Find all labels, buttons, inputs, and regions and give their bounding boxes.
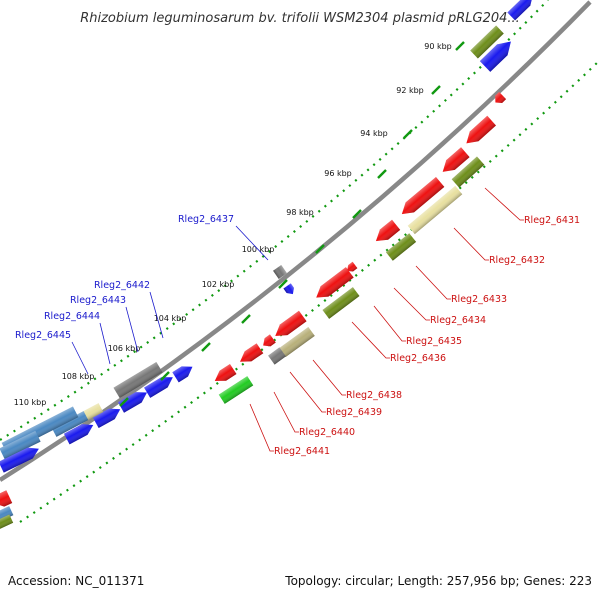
reverse-cds-arrow <box>316 267 354 298</box>
tick-label: 108 kbp <box>62 372 95 381</box>
gene-leader-line <box>71 341 89 375</box>
tick-mark <box>160 371 170 381</box>
gene-label[interactable]: Rleg2_6435 <box>406 336 462 347</box>
gene-label[interactable]: Rleg2_6445 <box>15 330 71 341</box>
gene-leader-line <box>393 287 430 321</box>
tick-mark <box>201 342 211 352</box>
gene-leader-line <box>273 391 299 433</box>
forward-cds-arrow <box>0 447 39 473</box>
tick-label: 110 kbp <box>14 398 47 407</box>
gene-leader-line <box>373 305 406 342</box>
tick-label: 94 kbp <box>360 129 388 138</box>
tick-label: 98 kbp <box>286 208 314 217</box>
tick-label: 106 kbp <box>108 344 141 353</box>
tick-mark <box>455 41 465 51</box>
tick-mark <box>352 209 362 219</box>
gene-label[interactable]: Rleg2_6443 <box>70 295 126 306</box>
gene-label[interactable]: Rleg2_6433 <box>451 294 507 305</box>
olive-feature <box>470 25 504 59</box>
inner-dotted-ring <box>19 59 600 523</box>
gene-label[interactable]: Rleg2_6441 <box>274 446 330 457</box>
gene-label[interactable]: Rleg2_6436 <box>390 353 446 364</box>
grey-feature <box>273 265 287 279</box>
tick-label: 102 kbp <box>202 280 235 289</box>
gene-leader-line <box>351 321 390 359</box>
gene-leader-line <box>312 359 346 396</box>
reverse-cds-arrow <box>375 219 401 242</box>
gene-label[interactable]: Rleg2_6439 <box>326 407 382 418</box>
accession-text: Accession: NC_011371 <box>8 574 144 588</box>
gene-label[interactable]: Rleg2_6431 <box>524 215 580 226</box>
forward-cds-arrow <box>172 366 193 383</box>
steel-feature <box>0 430 41 460</box>
reverse-cds-arrow <box>347 261 358 272</box>
reverse-cds-arrow <box>442 147 470 172</box>
gene-leader-line <box>415 265 451 300</box>
tick-mark <box>241 314 251 324</box>
forward-cds-arrow <box>283 283 294 295</box>
gene-label[interactable]: Rleg2_6432 <box>489 255 545 266</box>
steel-feature <box>51 411 89 437</box>
tick-label: 104 kbp <box>154 314 187 323</box>
forward-cds-arrow <box>63 424 94 445</box>
tick-label: 92 kbp <box>396 86 424 95</box>
reverse-cds-arrow <box>263 334 276 347</box>
forward-cds-arrow <box>92 408 121 429</box>
gene-label[interactable]: Rleg2_6444 <box>44 311 100 322</box>
gene-label[interactable]: Rleg2_6438 <box>346 390 402 401</box>
tick-mark <box>403 129 413 139</box>
reverse-cds-arrow <box>466 115 496 144</box>
map-title: Rhizobium leguminosarum bv. trifolii WSM… <box>80 11 520 26</box>
genome-summary-text: Topology: circular; Length: 257,956 bp; … <box>284 574 592 588</box>
grey-feature <box>113 361 163 399</box>
gene-label[interactable]: Rleg2_6442 <box>94 280 150 291</box>
gene-leader-line <box>453 227 489 261</box>
grey-feature <box>268 347 286 365</box>
genome-backbone <box>0 0 592 482</box>
gene-leader-line <box>99 322 111 365</box>
forward-cds-arrow <box>479 41 511 72</box>
tan-feature <box>279 326 315 358</box>
tick-mark <box>315 244 325 254</box>
gene-label[interactable]: Rleg2_6437 <box>178 214 234 225</box>
olive-feature <box>451 156 485 188</box>
tick-mark <box>278 279 288 289</box>
reverse-cds-arrow <box>240 343 264 362</box>
gene-leader-line <box>249 403 274 452</box>
gene-leader-line <box>289 371 326 413</box>
tick-label: 96 kbp <box>324 169 352 178</box>
reverse-cds-arrow <box>0 490 13 507</box>
gene-leader-line <box>484 187 524 221</box>
reverse-cds-arrow <box>495 91 507 103</box>
forward-cds-arrow <box>144 377 173 398</box>
reverse-cds-arrow <box>275 310 307 336</box>
olive-feature <box>322 287 360 319</box>
reverse-cds-arrow <box>214 363 237 381</box>
olive-feature <box>0 514 14 530</box>
gene-label[interactable]: Rleg2_6440 <box>299 427 355 438</box>
khaki-feature <box>407 185 463 235</box>
olive-feature <box>385 233 417 261</box>
green-feature <box>218 376 254 404</box>
reverse-cds-arrow <box>401 176 445 215</box>
gene-leader-line <box>125 306 139 353</box>
tick-label: 90 kbp <box>424 42 452 51</box>
forward-cds-arrow <box>118 392 147 413</box>
gene-label[interactable]: Rleg2_6434 <box>430 315 486 326</box>
tick-mark <box>431 85 441 95</box>
tick-mark <box>377 169 387 179</box>
gene-leader-line <box>235 225 269 261</box>
forward-cds-arrow <box>507 0 533 21</box>
tick-mark <box>119 397 129 407</box>
steel-feature <box>0 506 14 522</box>
gene-leader-line <box>149 291 164 339</box>
